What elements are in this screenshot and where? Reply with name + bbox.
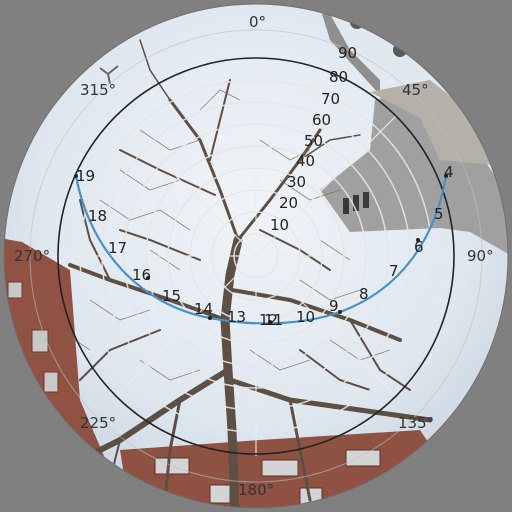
compass-label-315: 315° (80, 81, 116, 99)
hour-label-10: 10 (296, 308, 315, 326)
hour-label-16: 16 (132, 266, 151, 284)
compass-label-90: 90° (467, 247, 494, 265)
hour-label-12: 12 (259, 311, 278, 329)
hour-label-11: 11 (264, 311, 283, 329)
elevation-grid (56, 56, 456, 456)
compass-label-0: 0° (249, 13, 266, 31)
compass-label-180: 180° (238, 481, 274, 499)
compass-label-45: 45° (402, 81, 429, 99)
stone-building-main (320, 88, 508, 256)
compass-label-225: 225° (80, 414, 116, 432)
elevation-label-60: 60 (312, 111, 331, 129)
hour-label-7: 7 (389, 262, 399, 280)
compass-label-135: 135° (398, 414, 434, 432)
elevation-label-10: 10 (270, 216, 289, 234)
hour-label-19: 19 (76, 167, 95, 185)
elevation-label-90: 90 (338, 44, 357, 62)
hour-label-18: 18 (88, 207, 107, 225)
elevation-label-70: 70 (321, 90, 340, 108)
elevation-label-80: 80 (329, 68, 348, 86)
stone-building-upper (322, 14, 380, 95)
elevation-label-50: 50 (304, 132, 323, 150)
hour-label-9: 9 (329, 297, 339, 315)
compass-label-270: 270° (14, 247, 50, 265)
elevation-label-40: 40 (296, 152, 315, 170)
elevation-label-30: 30 (287, 173, 306, 191)
hour-label-6: 6 (414, 238, 424, 256)
elevation-label-20: 20 (279, 194, 298, 212)
hour-label-13: 13 (227, 308, 246, 326)
hour-label-8: 8 (359, 285, 369, 303)
hour-label-4: 4 (444, 163, 454, 181)
horizon-circle (57, 57, 455, 455)
hour-label-5: 5 (434, 205, 444, 223)
hour-label-17: 17 (108, 239, 127, 257)
hour-label-14: 14 (194, 300, 213, 318)
hour-label-15: 15 (162, 287, 181, 305)
bird (99, 65, 119, 85)
